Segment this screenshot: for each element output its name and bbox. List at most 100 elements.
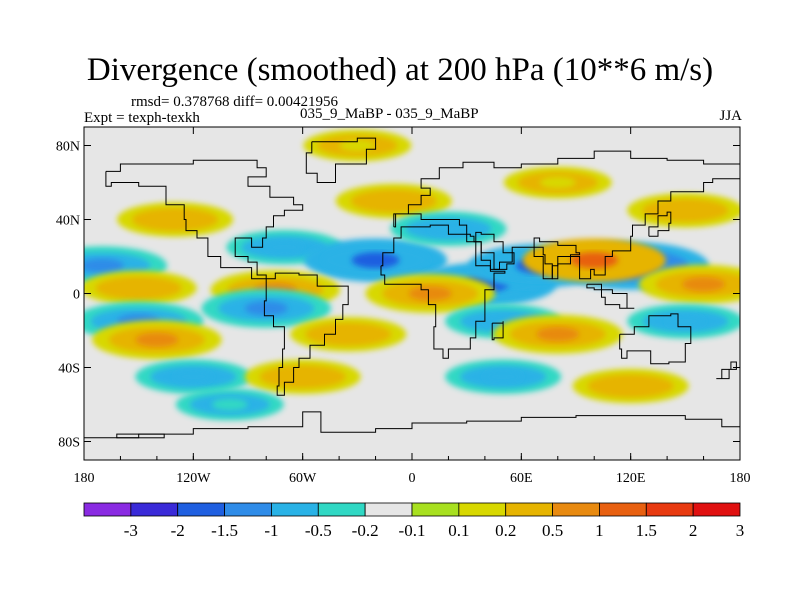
field-feature	[303, 129, 412, 162]
colorbar-swatch	[224, 502, 272, 517]
field-core	[173, 370, 213, 384]
colorbar-swatch	[271, 502, 319, 517]
field-feature	[290, 316, 407, 352]
coastline	[105, 159, 304, 280]
field-core	[155, 213, 195, 226]
field-core	[265, 240, 304, 254]
field-core	[339, 139, 376, 152]
lon-tick-label: 180	[74, 471, 95, 486]
colorbar-label: 0.5	[542, 521, 563, 540]
field-core	[539, 176, 576, 189]
colorbar-swatch	[364, 502, 413, 517]
rmsd-diff-stats: rmsd= 0.378768 diff= 0.00421956	[131, 94, 339, 110]
field-core	[665, 203, 705, 217]
lat-tick-label: 80N	[56, 140, 80, 155]
colorbar-label: 1	[595, 521, 604, 540]
field-feature	[304, 238, 448, 282]
coastline	[648, 211, 672, 237]
lon-tick-label: 0	[409, 471, 416, 486]
coastlines	[84, 137, 740, 439]
colorbar-label: 2	[689, 521, 698, 540]
field-feature	[572, 368, 689, 404]
field-core	[536, 327, 580, 342]
lat-tick-label: 80S	[58, 436, 80, 451]
colorbar-swatch	[458, 502, 507, 517]
colorbar-swatch	[552, 502, 600, 517]
lat-tick-label: 40S	[58, 362, 80, 377]
colorbar-swatch	[411, 502, 460, 517]
season-label: JJA	[719, 108, 742, 124]
colorbar-label: -2	[171, 521, 185, 540]
field-core	[283, 370, 323, 384]
experiment-label: Expt = texph-texkh	[84, 110, 200, 126]
field-core	[483, 370, 523, 384]
field-feature	[445, 359, 562, 394]
lon-tick-label: 180	[730, 471, 751, 486]
field-feature	[201, 288, 332, 328]
coastline	[586, 283, 635, 309]
lon-tick-label: 120E	[616, 471, 646, 486]
colorbar-swatch	[645, 502, 694, 517]
coastline	[84, 411, 740, 439]
field-feature	[175, 388, 284, 421]
field-feature	[365, 274, 496, 313]
colorbar-label: 1.5	[636, 521, 657, 540]
colorbar-label: 3	[736, 521, 745, 540]
lon-tick-label: 120W	[176, 471, 211, 486]
field-feature	[638, 264, 740, 304]
field-core	[611, 379, 651, 393]
field-feature	[492, 314, 623, 354]
field-core	[244, 301, 288, 316]
field-core	[119, 281, 159, 295]
field-feature	[335, 183, 452, 219]
lon-tick-label: 60W	[289, 471, 317, 486]
colorbar-swatch	[177, 502, 225, 517]
field-core	[351, 252, 400, 269]
lat-tick-label: 40N	[56, 214, 80, 229]
colorbar-swatch	[692, 502, 741, 517]
lon-tick-label: 60E	[510, 471, 533, 486]
colorbar-label: -0.2	[352, 521, 379, 540]
coastline	[619, 313, 692, 365]
colorbar-swatch	[317, 502, 366, 517]
field-core	[84, 258, 124, 273]
colorbar-label: 0.1	[448, 521, 469, 540]
coastline	[263, 272, 349, 396]
field-feature	[84, 270, 197, 306]
field-feature	[92, 320, 222, 360]
colorbar-swatch	[83, 502, 132, 517]
field-core	[328, 327, 368, 341]
axis-ticks: 80N 40N 0 40S 80S 180 120W 60W 0 60E 120E 180	[56, 127, 751, 486]
colorbar-swatch	[130, 502, 179, 517]
field-feature	[522, 238, 666, 282]
colorbar-swatch	[599, 502, 647, 517]
field-feature	[244, 359, 361, 394]
field-core	[135, 332, 179, 347]
lat-tick-label: 0	[73, 288, 80, 303]
case-label: 035_9_MaBP - 035_9_MaBP	[300, 106, 479, 122]
coastline	[491, 321, 504, 341]
field-core	[374, 194, 414, 208]
colorbar-label: 0.2	[495, 521, 516, 540]
colorbar-swatch	[505, 502, 553, 517]
colorbar-label: -1.5	[211, 521, 238, 540]
coastline	[380, 224, 506, 359]
plot-title: Divergence (smoothed) at 200 hPa (10**6 …	[86, 52, 714, 88]
divergence-field	[84, 129, 740, 421]
field-core	[408, 286, 452, 301]
coastline	[393, 150, 740, 280]
coastline	[533, 237, 581, 280]
colorbar: -3 -2 -1.5 -1 -0.5 -0.2 -0.1 0.1 0.2 0.5 1 1.5 2 3	[83, 502, 745, 540]
field-feature	[627, 193, 740, 228]
field-feature	[503, 166, 612, 199]
coastline	[475, 231, 515, 270]
coastline	[716, 361, 737, 380]
field-core	[681, 277, 726, 292]
colorbar-label: -3	[124, 521, 138, 540]
coastline	[116, 433, 165, 439]
colorbar-label: -0.5	[305, 521, 332, 540]
colorbar-label: -0.1	[399, 521, 426, 540]
field-core	[211, 398, 248, 411]
field-feature	[135, 359, 252, 394]
